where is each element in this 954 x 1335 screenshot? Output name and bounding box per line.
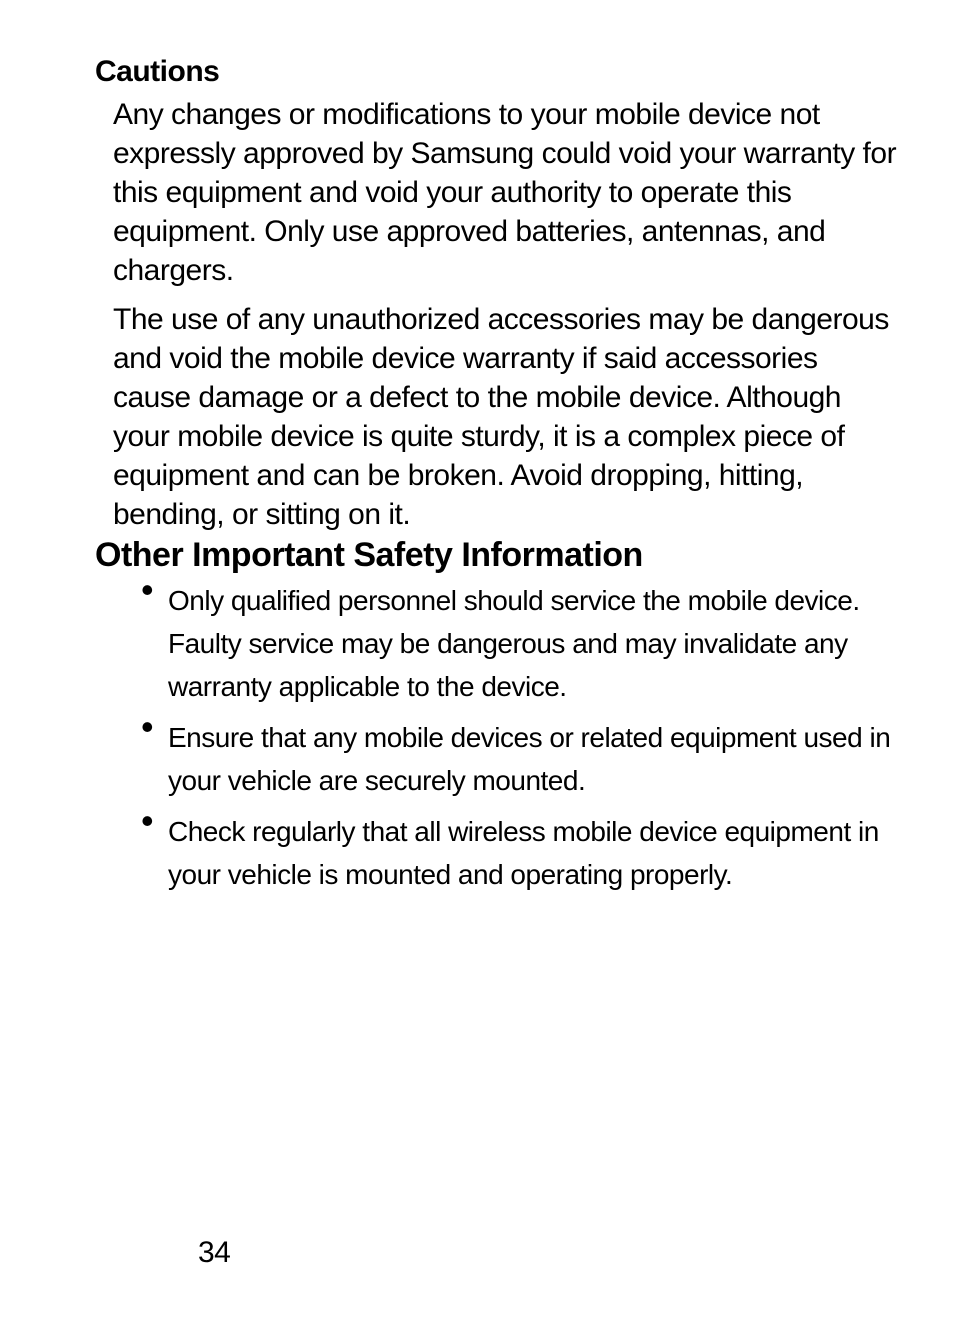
list-item: Only qualified personnel should service … xyxy=(143,579,899,708)
page-number: 34 xyxy=(198,1236,230,1270)
cautions-para-1: Any changes or modifications to your mob… xyxy=(113,95,899,290)
list-item: Ensure that any mobile devices or relate… xyxy=(143,716,899,802)
cautions-para-2: The use of any unauthorized accessories … xyxy=(113,300,899,534)
other-info-heading: Other Important Safety Information xyxy=(95,536,899,575)
safety-bullet-list: Only qualified personnel should service … xyxy=(143,579,899,896)
cautions-heading: Cautions xyxy=(95,55,899,89)
list-item: Check regularly that all wireless mobile… xyxy=(143,810,899,896)
